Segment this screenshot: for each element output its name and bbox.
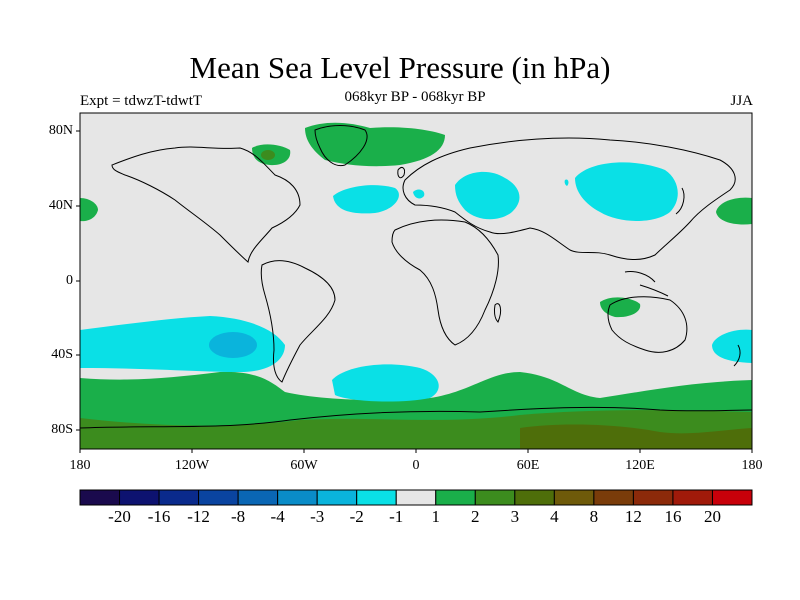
colorbar-label: 4 bbox=[550, 507, 559, 526]
colorbar-swatch bbox=[277, 489, 318, 506]
uk-coast bbox=[397, 167, 405, 179]
madagascar-coast bbox=[493, 303, 502, 323]
colorbar-label: 1 bbox=[431, 507, 441, 526]
colorbar-swatch bbox=[158, 489, 200, 506]
colorbar-swatch bbox=[474, 489, 516, 506]
lon-tick-180e: 180 bbox=[741, 458, 763, 473]
colorbar-label: -12 bbox=[187, 507, 210, 526]
lon-tick-60w: 60W bbox=[290, 458, 318, 473]
colorbar-swatch bbox=[435, 489, 476, 506]
colorbar-swatch bbox=[119, 489, 160, 506]
europe-negative-anomaly-small bbox=[413, 189, 425, 199]
axis-ticks bbox=[76, 130, 753, 453]
lat-tick-80n: 80N bbox=[48, 123, 73, 138]
indonesia-coast bbox=[624, 271, 669, 297]
map-plot-area bbox=[80, 113, 752, 449]
colorbar-swatch bbox=[198, 489, 239, 506]
lon-tick-180w: 180 bbox=[69, 458, 91, 473]
colorbar bbox=[79, 489, 753, 506]
lat-tick-80s: 80S bbox=[51, 422, 73, 437]
greenland-coast bbox=[314, 125, 368, 167]
south-atlantic-negative-anomaly bbox=[332, 364, 439, 402]
asia-negative-anomaly-small bbox=[564, 179, 569, 186]
colorbar-swatch bbox=[395, 489, 437, 506]
colorbar-label: 3 bbox=[510, 507, 520, 526]
north-pacific-negative-anomaly bbox=[575, 162, 678, 221]
lat-tick-40s: 40S bbox=[51, 347, 73, 362]
lat-tick-0: 0 bbox=[66, 273, 73, 288]
season-label: JJA bbox=[730, 93, 753, 109]
antarctic-positive-anomaly-stronger bbox=[520, 424, 752, 449]
colorbar-label: 16 bbox=[664, 507, 682, 526]
experiment-label: Expt = tdwzT-tdwtT bbox=[80, 93, 203, 109]
north-america-coast bbox=[111, 146, 301, 263]
south-pacific-negative-anomaly bbox=[80, 316, 285, 372]
colorbar-label: -16 bbox=[147, 507, 171, 526]
south-america-coast bbox=[260, 260, 336, 383]
south-pacific-negative-core bbox=[209, 332, 257, 358]
eurasia-coast bbox=[402, 137, 736, 260]
colorbar-swatch bbox=[514, 489, 555, 506]
colorbar-label: 2 bbox=[471, 507, 480, 526]
colorbar-label: -2 bbox=[349, 507, 364, 526]
colorbar-label: 12 bbox=[624, 507, 642, 526]
colorbar-swatch bbox=[356, 489, 397, 506]
colorbar-label: -3 bbox=[310, 507, 325, 526]
africa-coast bbox=[391, 219, 499, 346]
lon-tick-60e: 60E bbox=[516, 458, 540, 473]
period-label: 068kyr BP - 068kyr BP bbox=[344, 89, 486, 105]
australia-positive-anomaly bbox=[600, 297, 641, 318]
antarctica-coast bbox=[80, 406, 752, 429]
north-atlantic-negative-anomaly bbox=[333, 185, 399, 214]
greenland-positive-anomaly bbox=[305, 122, 445, 167]
colorbar-swatch bbox=[672, 489, 713, 506]
colorbar-swatch bbox=[79, 489, 121, 506]
lon-tick-120e: 120E bbox=[625, 458, 655, 473]
colorbar-label: 20 bbox=[703, 507, 721, 526]
colorbar-label: -20 bbox=[108, 507, 131, 526]
tasman-negative-anomaly bbox=[712, 329, 752, 363]
australia-coast bbox=[607, 296, 688, 353]
colorbar-swatch bbox=[711, 489, 753, 506]
colorbar-swatch bbox=[632, 489, 674, 506]
japan-coast bbox=[675, 187, 685, 215]
map-title: Mean Sea Level Pressure (in hPa) bbox=[189, 50, 611, 85]
colorbar-swatch bbox=[237, 489, 279, 506]
colorbar-swatch bbox=[593, 489, 634, 506]
new-zealand-coast bbox=[733, 344, 741, 367]
north-pacific-positive-anomaly bbox=[716, 197, 752, 225]
eurasia-negative-anomaly bbox=[455, 171, 520, 220]
lon-tick-0: 0 bbox=[412, 458, 420, 473]
lat-tick-40n: 40N bbox=[48, 198, 73, 213]
colorbar-swatch bbox=[316, 489, 358, 506]
colorbar-label: -4 bbox=[270, 507, 285, 526]
west-pacific-positive-anomaly bbox=[80, 198, 98, 222]
canada-positive-core bbox=[261, 150, 275, 160]
coastlines bbox=[80, 125, 752, 429]
colorbar-swatch bbox=[553, 489, 595, 506]
colorbar-label: -1 bbox=[389, 507, 404, 526]
colorbar-label: -8 bbox=[231, 507, 246, 526]
colorbar-label: 8 bbox=[589, 507, 599, 526]
lon-tick-120w: 120W bbox=[174, 458, 210, 473]
